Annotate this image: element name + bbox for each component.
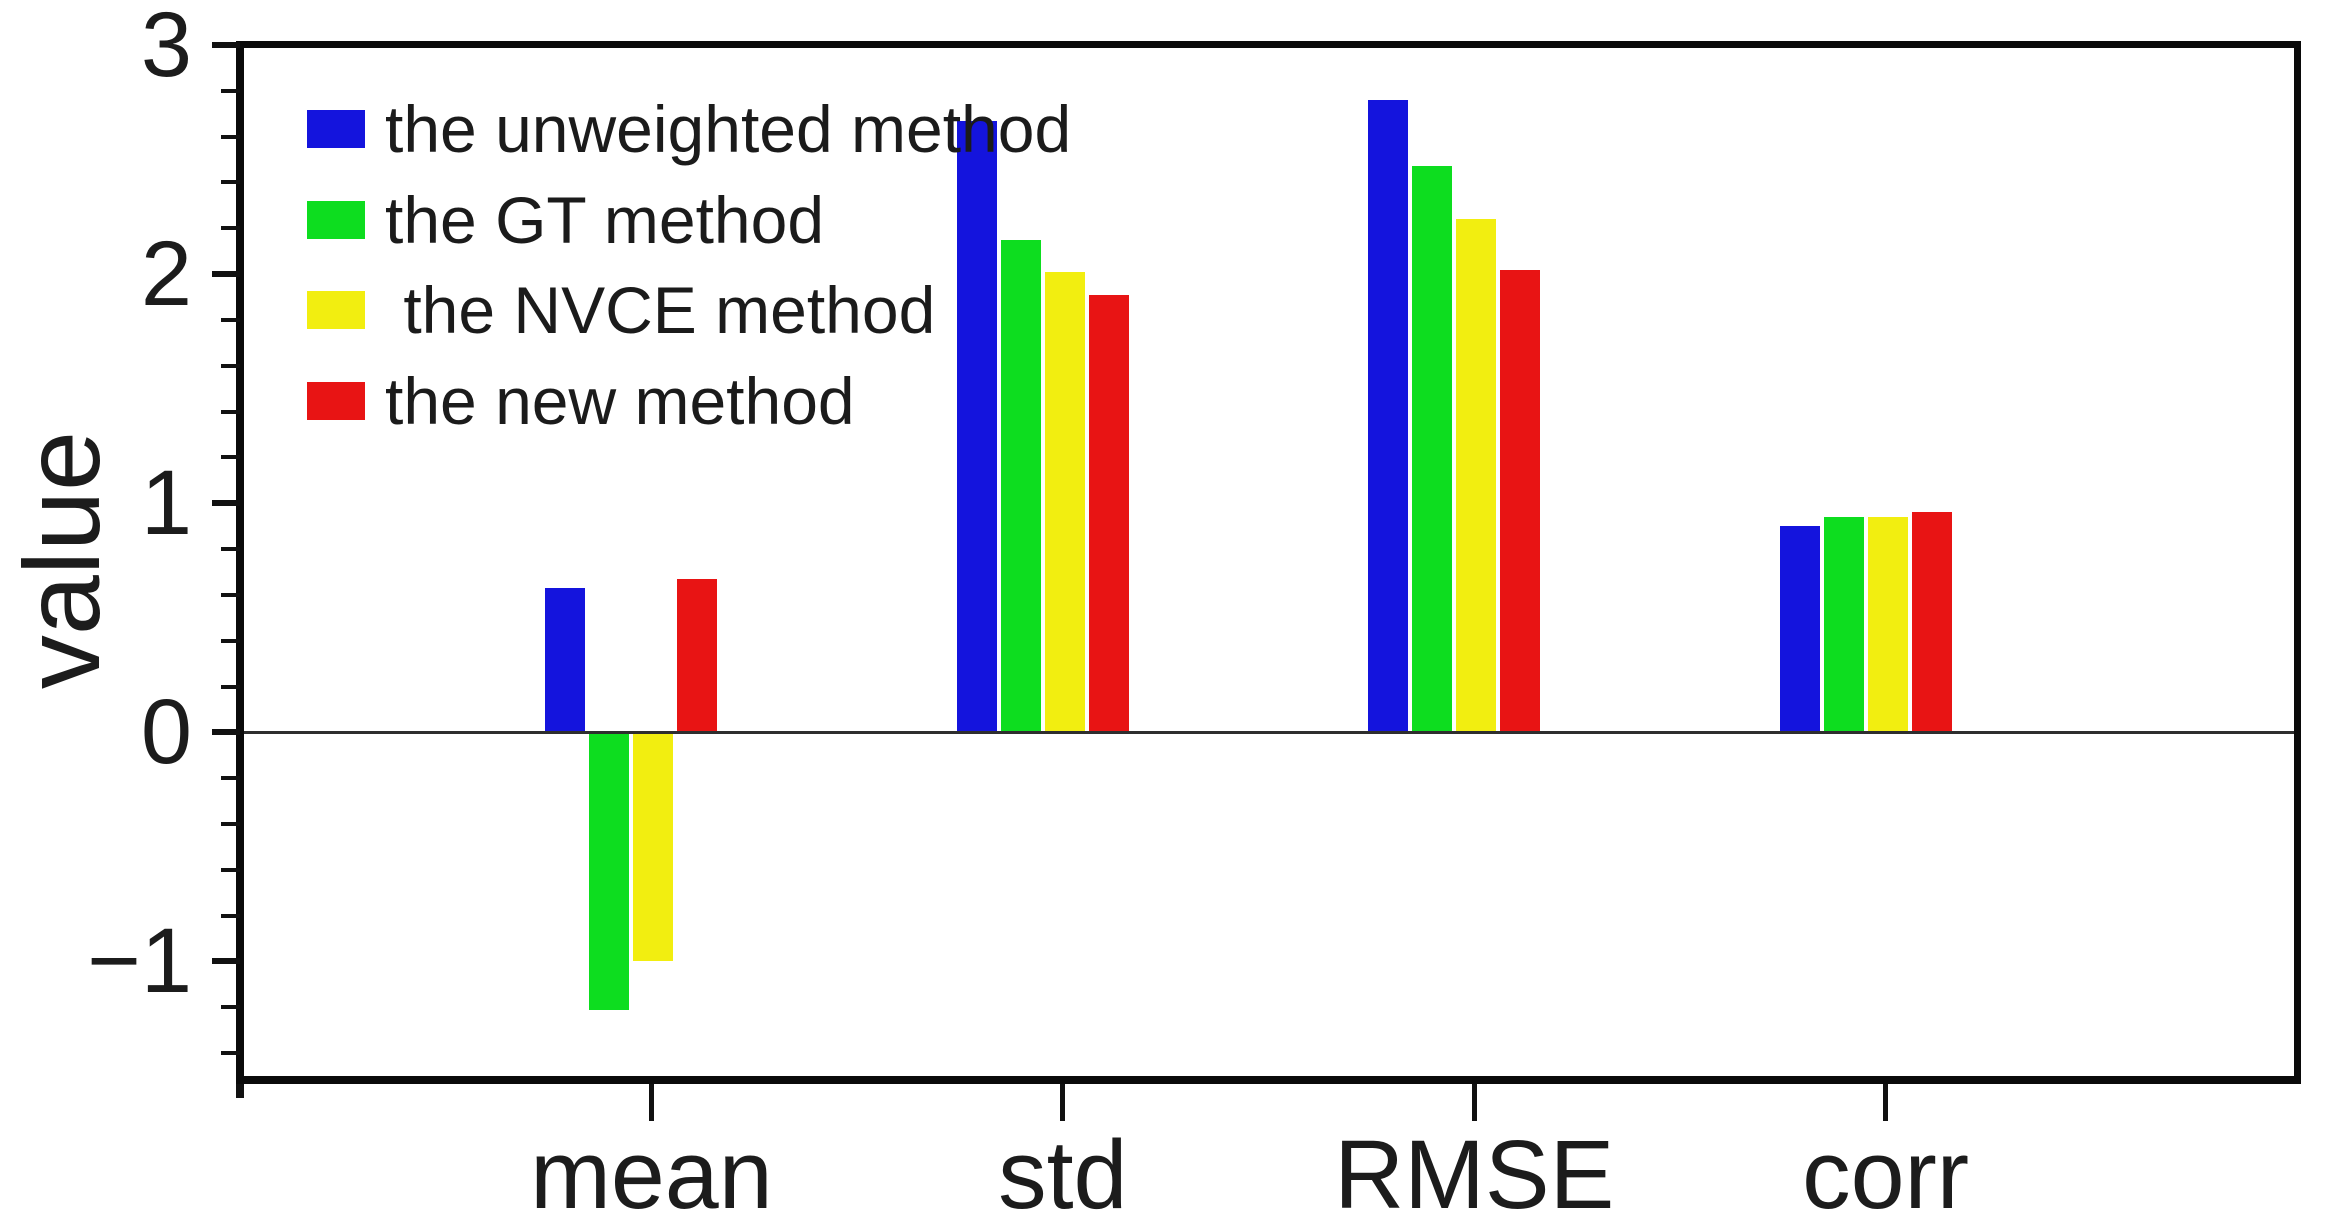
y-minor-tick xyxy=(221,638,240,643)
y-minor-tick xyxy=(221,317,240,322)
bar-RMSE-series1 xyxy=(1368,99,1409,733)
bar-mean-series2 xyxy=(589,732,630,1010)
x-tick-label-std: std xyxy=(998,1120,1128,1215)
plot-left-spine xyxy=(236,41,244,1096)
x-tick-RMSE xyxy=(1471,1084,1477,1121)
legend-swatch-icon xyxy=(307,291,365,329)
bar-std-series1 xyxy=(956,120,997,733)
y-major-tick xyxy=(212,729,240,736)
legend-row-3: the NVCE method xyxy=(307,277,935,343)
x-tick-label-RMSE: RMSE xyxy=(1334,1120,1615,1215)
y-minor-tick xyxy=(221,821,240,826)
y-minor-tick xyxy=(221,363,240,368)
y-major-tick xyxy=(212,958,240,965)
y-major-tick xyxy=(212,42,240,48)
y-minor-tick xyxy=(221,592,240,597)
y-tick-label: 0 xyxy=(140,681,192,784)
plot-bottom-spine xyxy=(236,1076,2301,1084)
y-minor-tick xyxy=(221,684,240,689)
y-minor-tick xyxy=(221,455,240,460)
y-tick-label: 2 xyxy=(140,223,192,326)
y-minor-tick xyxy=(221,1051,240,1056)
bar-mean-series4 xyxy=(677,578,718,733)
y-minor-tick xyxy=(221,409,240,414)
legend-row-2: the GT method xyxy=(307,187,824,253)
y-minor-tick xyxy=(221,226,240,231)
x-tick-label-corr: corr xyxy=(1802,1120,1970,1215)
x-tick-std xyxy=(1060,1084,1066,1121)
y-minor-tick xyxy=(221,776,240,781)
bar-corr-series1 xyxy=(1779,526,1820,733)
y-minor-tick xyxy=(221,180,240,185)
zero-line xyxy=(240,730,2297,734)
x-tick-label-mean: mean xyxy=(530,1120,773,1215)
x-origin-tick xyxy=(236,1084,244,1098)
bar-corr-series2 xyxy=(1823,516,1864,733)
y-tick-label: 1 xyxy=(140,452,192,555)
legend-row-1: the unweighted method xyxy=(307,96,1071,162)
x-tick-mean xyxy=(648,1084,654,1121)
bar-std-series4 xyxy=(1088,294,1129,733)
legend-row-4: the new method xyxy=(307,368,855,434)
y-minor-tick xyxy=(221,867,240,872)
bar-corr-series4 xyxy=(1911,512,1952,733)
legend-label: the new method xyxy=(385,363,855,438)
y-tick-label: 3 xyxy=(140,0,192,96)
y-minor-tick xyxy=(221,88,240,93)
y-minor-tick xyxy=(221,134,240,139)
legend-swatch-icon xyxy=(307,110,365,148)
y-minor-tick xyxy=(221,913,240,918)
y-major-tick xyxy=(212,500,240,507)
y-major-tick xyxy=(212,271,240,278)
bar-RMSE-series3 xyxy=(1456,219,1497,733)
legend-label: the unweighted method xyxy=(385,92,1072,166)
legend-swatch-icon xyxy=(307,381,365,420)
bar-mean-series1 xyxy=(545,587,586,733)
bar-RMSE-series4 xyxy=(1500,269,1541,733)
plot-top-spine xyxy=(236,41,2301,48)
bar-std-series2 xyxy=(1000,239,1041,733)
plot-right-spine xyxy=(2294,41,2301,1084)
x-tick-corr xyxy=(1883,1084,1889,1121)
legend-swatch-icon xyxy=(307,200,365,239)
bar-mean-series3 xyxy=(633,732,674,962)
legend-label: the NVCE method xyxy=(385,273,936,347)
bar-std-series3 xyxy=(1044,271,1085,733)
y-minor-tick xyxy=(221,1005,240,1010)
y-tick-label: −1 xyxy=(87,910,192,1013)
legend-label: the GT method xyxy=(385,182,825,257)
y-minor-tick xyxy=(221,547,240,552)
bar-RMSE-series2 xyxy=(1412,166,1453,733)
bar-corr-series3 xyxy=(1867,516,1908,733)
